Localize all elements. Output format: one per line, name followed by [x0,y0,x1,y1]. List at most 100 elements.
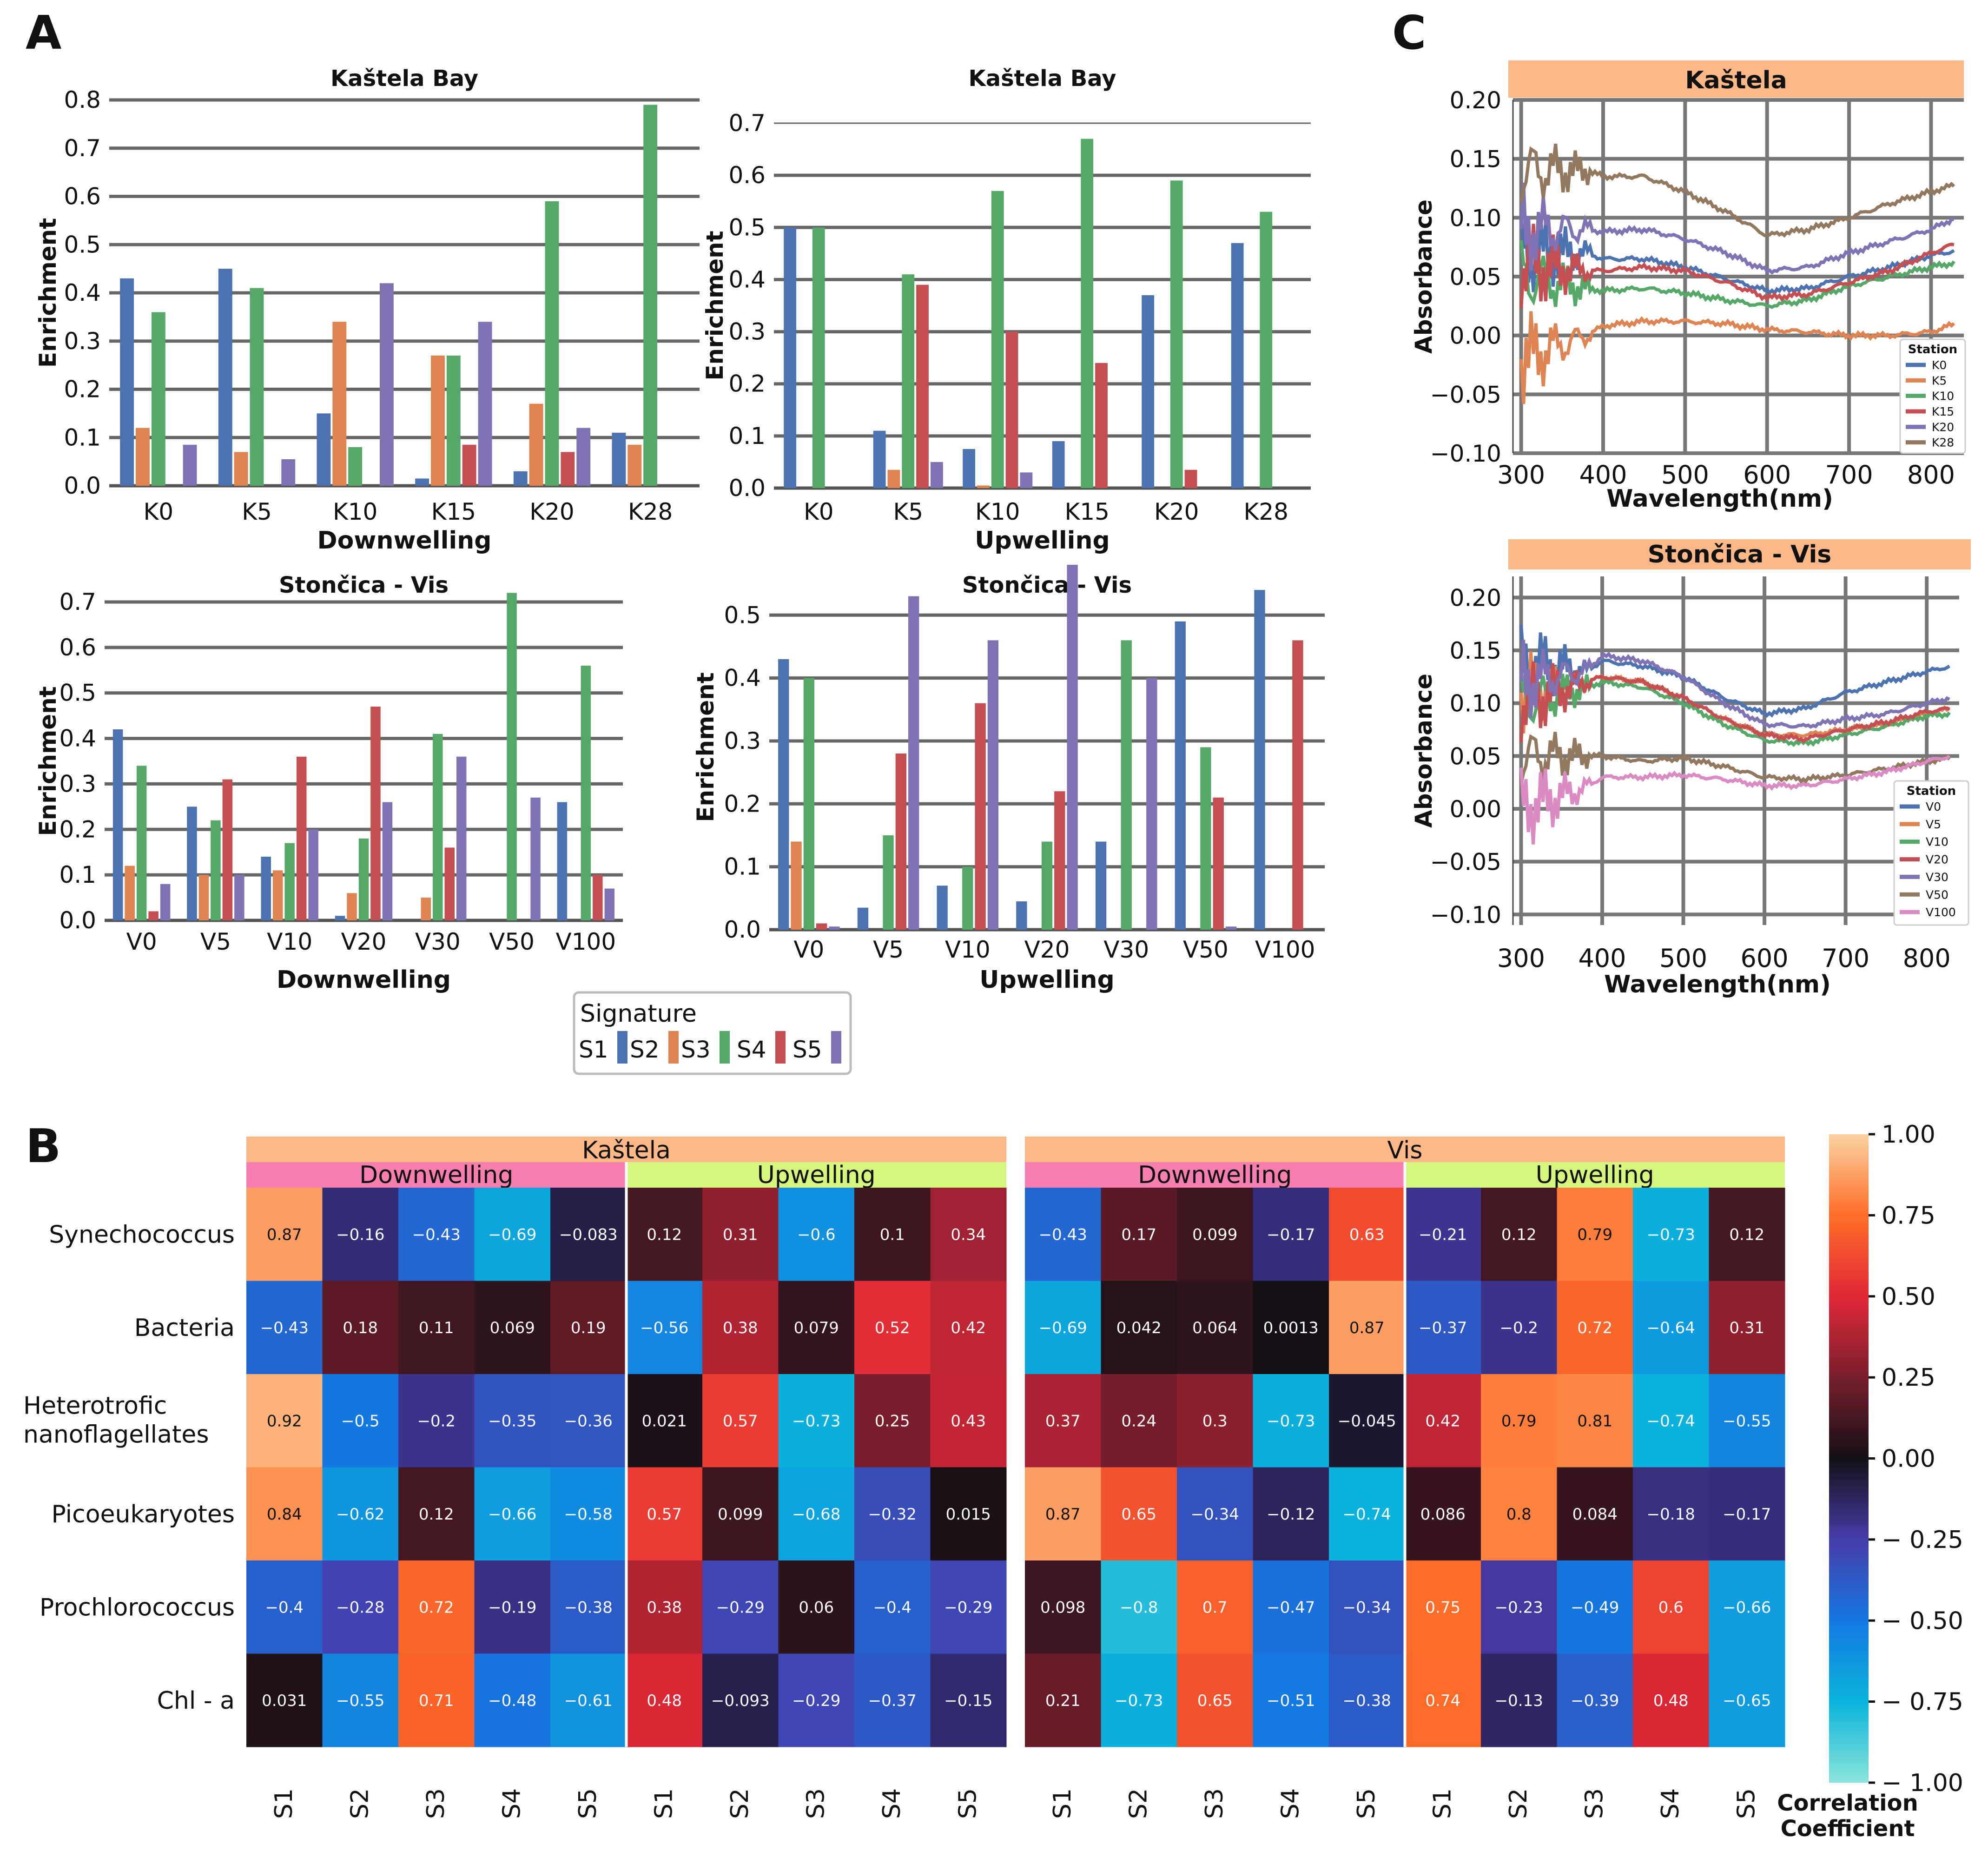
heatmap-cell-value: 0.17 [1121,1225,1156,1244]
heatmap-cell [930,1653,1007,1747]
legend-swatch-s4 [775,1031,786,1064]
heatmap-cell [1557,1188,1633,1281]
bar-s4-v100 [1292,640,1303,930]
heatmap-cell-value: −0.083 [559,1225,618,1244]
bar-s4-v10 [975,703,986,930]
bar-s3-v10 [284,843,295,920]
heatmap-col-label: S3 [422,1788,450,1819]
y-tick-label: 0.20 [1450,584,1501,611]
heatmap-cell-value: −0.55 [336,1692,384,1710]
bar-charts: 0.0 0.1 0.2 0.3 0.4 0.5 0.6 0.7 0.8 Kaštela Bay Do… [34,66,1325,994]
heatmap-cell [550,1467,627,1561]
heatmap-cell-value: 0.11 [419,1319,454,1337]
bar-s5-v30 [1146,678,1157,930]
x-tick-label: 600 [1743,460,1791,489]
heatmap-cell-value: 0.65 [1121,1505,1156,1524]
x-tick-label: K5 [893,498,923,525]
heatmap-cell [1025,1560,1101,1654]
heatmap-cell-value: 0.87 [1349,1319,1385,1337]
heatmap-cell-value: −0.6 [797,1225,836,1244]
y-tick-label: 0.5 [724,602,761,628]
heatmap-row-label: Chl - a [157,1687,235,1715]
line-v50 [1519,732,1951,785]
bar-s3-v50 [507,593,517,920]
heatmap-cell-value: −0.2 [1499,1319,1538,1337]
heatmap-cell [702,1467,779,1561]
bar-s3-k10 [348,447,363,486]
x-tick-label: 700 [1825,460,1873,489]
legend-label-s2: S2 [630,1036,660,1063]
bar-s4-k5 [916,284,929,488]
condition-label: Downwelling [1138,1161,1292,1189]
x-axis-label: Wavelength(nm) [1606,485,1833,513]
legend-label-s5: S5 [793,1036,822,1063]
x-axis-label: Upwelling [975,527,1110,555]
heatmap-col-label: S2 [726,1788,754,1819]
region-label: Kaštela [582,1137,671,1164]
heatmap-cell [1709,1560,1785,1654]
heatmap-cell [398,1653,475,1747]
heatmap-cell-value: 0.34 [951,1225,986,1244]
heatmap-cell [550,1374,627,1468]
bar-s1-v50 [1175,621,1186,930]
heatmap-cell-value: −0.38 [564,1598,613,1617]
heatmap-cell-value: 0.65 [1197,1692,1233,1710]
line-k15 [1519,224,1955,309]
heatmap-col-label: S1 [270,1788,298,1819]
condition-header [1405,1162,1785,1188]
heatmap-cell-value: 0.31 [1729,1319,1764,1337]
bar-s2-k5 [234,452,248,486]
x-tick-label: V5 [200,928,231,955]
heatmap-cell [1101,1560,1177,1654]
bar-s3-v5 [883,835,894,930]
y-tick-label: 0.0 [64,472,101,499]
y-tick-label: 0.1 [64,424,101,451]
heatmap-cell [702,1281,779,1375]
heatmap-cell [1709,1188,1785,1281]
y-tick-label: 0.0 [59,907,96,934]
heatmap-cell [702,1560,779,1654]
heatmap-cell-value: −0.8 [1120,1598,1158,1617]
heatmap-cell [398,1281,475,1375]
heatmap-cell [778,1374,855,1468]
bar-s1-v20 [1016,901,1027,930]
bar-s1-k10 [963,449,976,488]
bar-s3-v0 [803,678,815,930]
heatmap-cell [550,1560,627,1654]
bar-s5-k0 [183,444,197,486]
heatmap-cell-value: 0.1 [880,1225,905,1244]
heatmap-cell [1253,1188,1329,1281]
heatmap-cell-value: −0.73 [1647,1225,1695,1244]
y-tick-label: 0.7 [728,110,766,137]
heatmap-cell-value: −0.34 [1191,1505,1239,1524]
heatmap-cell-value: −0.51 [1267,1692,1315,1710]
x-axis-label: Downwelling [277,966,451,994]
heatmap-cell-value: −0.12 [1267,1505,1315,1524]
heatmap-cell-value: 0.3 [1202,1412,1228,1430]
bar-s2-k15 [431,355,445,486]
bar-s5-v10 [308,829,318,920]
condition-label: Downwelling [359,1161,513,1189]
heatmap-cell-value: 0.43 [951,1412,986,1430]
bar-s1-v0 [778,659,789,930]
x-tick-label: K5 [242,498,272,525]
heatmap-cell [1481,1188,1557,1281]
heatmap-cell [550,1653,627,1747]
heatmap-cell-value: −0.43 [260,1319,309,1337]
bar-s5-k20 [576,428,591,486]
heatmap-cell [1329,1560,1405,1654]
heatmap-col-label: S4 [878,1788,906,1819]
heatmap-cell-value: −0.37 [1419,1319,1467,1337]
x-tick-label: 300 [1497,944,1545,973]
bar-s1-k28 [1231,243,1244,488]
y-tick-label: 0.15 [1450,637,1501,664]
bar-s3-v20 [1041,841,1053,930]
heatmap-cell-value: 0.79 [1577,1225,1612,1244]
heatmap-row-label: Synechococcus [49,1221,235,1249]
bar-s5-v5 [234,875,244,920]
line-k5 [1519,311,1955,404]
heatmap-cell [930,1188,1007,1281]
colorbar-tick-label: 0.75 [1882,1202,1935,1230]
bar-s3-v10 [962,866,973,930]
heatmap-cell [1709,1467,1785,1561]
